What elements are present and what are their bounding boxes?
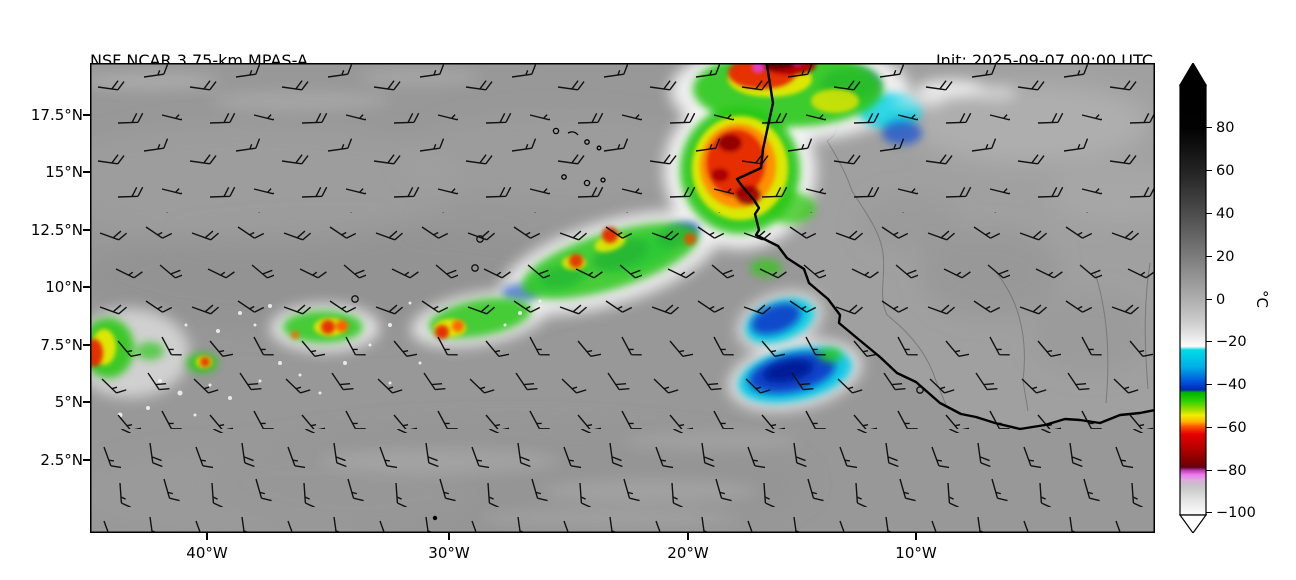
colorbar-tick-label: 0 bbox=[1216, 292, 1226, 308]
colorbar-tick-label: −20 bbox=[1216, 334, 1247, 350]
lat-tick-label: 7.5°N bbox=[40, 336, 83, 354]
colorbar-tick-mark bbox=[1206, 127, 1212, 129]
colorbar-tick-label: 20 bbox=[1216, 249, 1235, 265]
lon-tick-mark bbox=[448, 533, 450, 540]
map-canvas bbox=[90, 63, 1155, 533]
colorbar-tick-label: −100 bbox=[1216, 505, 1256, 521]
lon-tick-label: 30°W bbox=[428, 544, 470, 562]
lon-tick-label: 20°W bbox=[667, 544, 709, 562]
lat-tick-label: 2.5°N bbox=[40, 451, 83, 469]
colorbar-tick-label: −80 bbox=[1216, 463, 1247, 479]
colorbar-tick-label: −40 bbox=[1216, 377, 1247, 393]
colorbar-tick-mark bbox=[1206, 213, 1212, 215]
lon-tick-mark bbox=[206, 533, 208, 540]
colorbar-tick-mark bbox=[1206, 256, 1212, 258]
colorbar bbox=[1179, 63, 1207, 533]
colorbar-extend-bottom bbox=[1179, 514, 1207, 533]
lon-tick-mark bbox=[915, 533, 917, 540]
lon-tick-mark bbox=[687, 533, 689, 540]
coastline bbox=[735, 63, 1155, 431]
colorbar-tick-mark bbox=[1206, 384, 1212, 386]
lon-tick-label: 40°W bbox=[186, 544, 228, 562]
plot-frame bbox=[90, 63, 1155, 533]
colorbar-tick-label: −60 bbox=[1216, 420, 1247, 436]
lat-tick-label: 10°N bbox=[45, 278, 83, 296]
lat-tick-mark bbox=[83, 229, 90, 231]
lat-tick-label: 15°N bbox=[45, 163, 83, 181]
colorbar-tick-mark bbox=[1206, 427, 1212, 429]
colorbar-tick-mark bbox=[1206, 170, 1212, 172]
lat-tick-mark bbox=[83, 286, 90, 288]
colorbar-tick-mark bbox=[1206, 470, 1212, 472]
calm-wind-circles bbox=[351, 235, 924, 394]
lat-tick-mark bbox=[83, 171, 90, 173]
lat-tick-label: 12.5°N bbox=[30, 221, 83, 239]
lat-tick-mark bbox=[83, 459, 90, 461]
lat-tick-label: 5°N bbox=[54, 393, 83, 411]
station-dot bbox=[432, 515, 438, 521]
lon-tick-label: 10°W bbox=[895, 544, 937, 562]
colorbar-tick-mark bbox=[1206, 299, 1212, 301]
colorbar-unit-label: °C bbox=[1253, 290, 1271, 308]
lat-tick-label: 17.5°N bbox=[30, 106, 83, 124]
lat-tick-mark bbox=[83, 401, 90, 403]
wind-barbs-layer bbox=[90, 63, 1155, 533]
colorbar-gradient bbox=[1179, 84, 1207, 516]
cape-verde-islands bbox=[552, 127, 606, 187]
colorbar-tick-label: 60 bbox=[1216, 163, 1235, 179]
colorbar-extend-top bbox=[1179, 63, 1207, 86]
colorbar-tick-mark bbox=[1206, 512, 1212, 514]
lat-tick-mark bbox=[83, 114, 90, 116]
lat-tick-mark bbox=[83, 344, 90, 346]
colorbar-tick-label: 80 bbox=[1216, 120, 1235, 136]
colorbar-tick-mark bbox=[1206, 341, 1212, 343]
colorbar-tick-label: 40 bbox=[1216, 206, 1235, 222]
